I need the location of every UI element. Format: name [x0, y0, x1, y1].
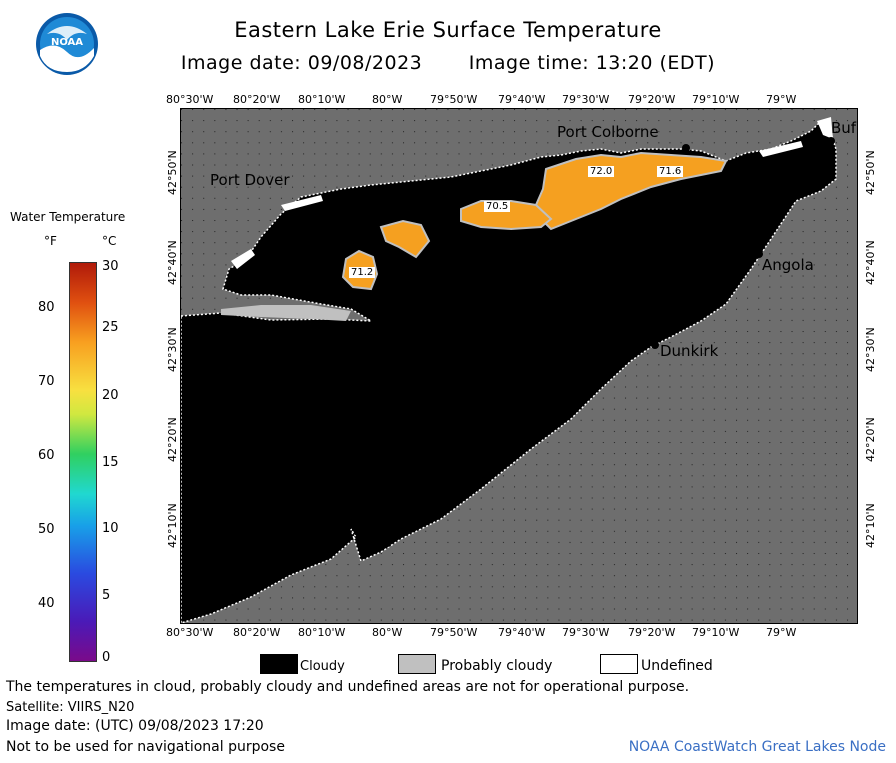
legend-title: Water Temperature: [10, 210, 126, 224]
probably-cloudy-area: [221, 305, 351, 321]
noaa-logo: NOAA: [35, 12, 99, 76]
lat-tick-right: 42°50'N: [864, 150, 877, 195]
navigation-warning: Not to be used for navigational purpose: [6, 739, 285, 755]
city-dot-dunkirk: [651, 341, 659, 349]
place-angola: Angola: [762, 256, 814, 274]
lat-tick-left: 42°50'N: [166, 150, 179, 195]
key-cloudy-label: Cloudy: [300, 659, 345, 674]
lon-tick-top: 79°W: [766, 93, 797, 106]
lat-tick-right: 42°30'N: [864, 327, 877, 372]
svg-text:NOAA: NOAA: [51, 37, 83, 48]
scale-tick-c: 25: [102, 320, 119, 335]
place-port-dover: Port Dover: [210, 171, 290, 189]
legend-unit-f: °F: [44, 234, 57, 248]
lon-tick-bottom: 79°10'W: [692, 626, 740, 639]
utc-date-text: Image date: (UTC) 09/08/2023 17:20: [6, 718, 264, 734]
image-time: Image time: 13:20 (EDT): [468, 52, 716, 74]
lat-tick-right: 42°10'N: [864, 503, 877, 548]
image-date: Image date: 09/08/2023: [180, 52, 423, 74]
undefined-area: [817, 117, 833, 139]
image-subtitle: Image date: 09/08/2023 Image time: 13:20…: [0, 52, 896, 74]
lat-tick-right: 42°40'N: [864, 240, 877, 285]
lon-tick-top: 80°10'W: [298, 93, 346, 106]
key-probably-cloudy-label: Probably cloudy: [441, 658, 553, 674]
scale-tick-f: 70: [38, 374, 55, 389]
lat-tick-left: 42°30'N: [166, 327, 179, 372]
page-title: Eastern Lake Erie Surface Temperature: [234, 18, 662, 42]
place-port-colborne: Port Colborne: [557, 123, 659, 141]
scale-tick-f: 80: [38, 300, 55, 315]
lon-tick-bottom: 79°50'W: [430, 626, 478, 639]
temp-label: 71.6: [657, 166, 684, 177]
temp-label: 70.5: [484, 201, 511, 212]
scale-tick-c: 0: [102, 650, 111, 665]
scale-tick-c: 10: [102, 521, 119, 536]
temp-label: 72.0: [588, 166, 615, 177]
city-dot-buffalo: [827, 137, 835, 145]
lon-tick-bottom: 80°10'W: [298, 626, 346, 639]
lon-tick-bottom: 80°20'W: [233, 626, 281, 639]
lon-tick-bottom: 79°30'W: [562, 626, 610, 639]
city-dot-port-colborne: [682, 144, 690, 152]
lon-tick-bottom: 80°W: [372, 626, 403, 639]
scale-tick-c: 5: [102, 588, 111, 603]
lake-cloud-area: [181, 120, 837, 623]
key-cloudy-swatch: [260, 654, 298, 674]
credit-text: NOAA CoastWatch Great Lakes Node: [628, 739, 886, 755]
lon-tick-top: 79°30'W: [562, 93, 610, 106]
key-probably-cloudy-swatch: [398, 654, 436, 674]
city-dot-erie: [354, 528, 362, 536]
scale-tick-f: 60: [38, 448, 55, 463]
scale-tick-f: 40: [38, 596, 55, 611]
place-buffalo: Buf: [831, 119, 857, 137]
disclaimer-text: The temperatures in cloud, probably clou…: [6, 679, 690, 695]
lon-tick-bottom: 79°W: [766, 626, 797, 639]
warm-water-patch: [379, 219, 431, 259]
satellite-text: Satellite: VIIRS_N20: [6, 700, 135, 715]
legend-unit-c: °C: [102, 234, 117, 248]
lat-tick-left: 42°40'N: [166, 240, 179, 285]
lon-tick-top: 79°40'W: [498, 93, 546, 106]
place-dunkirk: Dunkirk: [660, 342, 719, 360]
lon-tick-top: 79°20'W: [628, 93, 676, 106]
scale-tick-f: 50: [38, 522, 55, 537]
lon-tick-bottom: 79°20'W: [628, 626, 676, 639]
lon-tick-bottom: 80°30'W: [166, 626, 214, 639]
lon-tick-top: 79°10'W: [692, 93, 740, 106]
undefined-area: [759, 141, 803, 157]
color-scale-bar: [69, 262, 97, 662]
scale-tick-c: 20: [102, 388, 119, 403]
place-erie: Erie: [362, 533, 392, 551]
temp-label: 71.2: [349, 267, 376, 278]
lon-tick-top: 80°20'W: [233, 93, 281, 106]
lat-tick-left: 42°20'N: [166, 417, 179, 462]
lat-tick-left: 42°10'N: [166, 503, 179, 548]
city-dot-angola: [755, 250, 763, 258]
lon-tick-top: 79°50'W: [430, 93, 478, 106]
scale-tick-c: 15: [102, 455, 119, 470]
key-undefined-label: Undefined: [641, 658, 713, 674]
lon-tick-top: 80°30'W: [166, 93, 214, 106]
lat-tick-right: 42°20'N: [864, 417, 877, 462]
undefined-area: [281, 195, 323, 211]
undefined-area: [231, 249, 255, 269]
lon-tick-bottom: 79°40'W: [498, 626, 546, 639]
key-undefined-swatch: [600, 654, 638, 674]
scale-tick-c: 30: [102, 259, 119, 274]
lon-tick-top: 80°W: [372, 93, 403, 106]
